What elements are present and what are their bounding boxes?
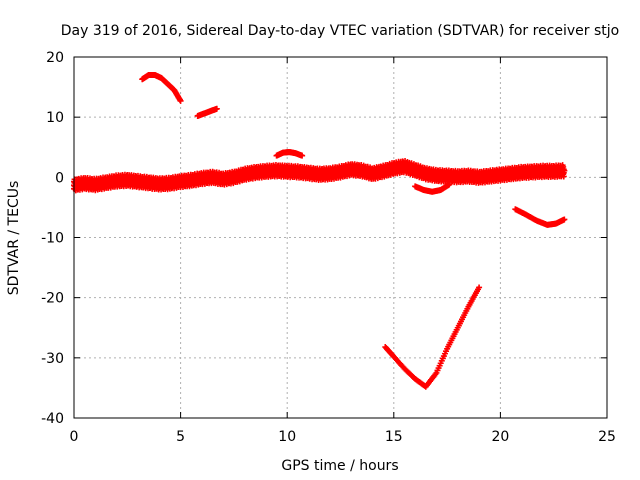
y-tick-label: -10 (41, 231, 64, 247)
data-point (446, 181, 453, 188)
x-axis-label: GPS time / hours (281, 458, 398, 474)
data-point (561, 216, 568, 223)
series-arc-3h (139, 72, 184, 104)
x-tick-label: 0 (70, 429, 79, 445)
x-tick-label: 15 (385, 429, 403, 445)
y-axis-label: SDTVAR / TECUs (6, 181, 22, 296)
series-dip-17h (412, 181, 453, 195)
y-tick-label: 0 (55, 170, 64, 186)
data-point (476, 284, 483, 291)
chart-title: Day 319 of 2016, Sidereal Day-to-day VTE… (61, 23, 619, 39)
data-point (177, 97, 184, 104)
x-tick-label: 20 (491, 429, 509, 445)
plot-frame (73, 56, 608, 419)
data-points (71, 72, 568, 390)
series-main-band (71, 157, 568, 194)
y-tick-label: -40 (41, 411, 64, 427)
y-tick-label: 10 (46, 110, 64, 126)
x-tick-label: 10 (278, 429, 296, 445)
data-point (213, 105, 220, 112)
x-tick-label: 25 (598, 429, 616, 445)
series-v-arc-16h (382, 284, 483, 390)
series-arc-22h (512, 206, 568, 228)
y-tick-label: -20 (41, 291, 64, 307)
data-point (299, 152, 306, 159)
x-tick-label: 5 (176, 429, 185, 445)
y-tick-label: 20 (46, 50, 64, 66)
data-point (561, 167, 568, 174)
series-segment-6h (194, 105, 220, 119)
y-tick-label: -30 (41, 351, 64, 367)
series-bump-10h (273, 149, 306, 159)
